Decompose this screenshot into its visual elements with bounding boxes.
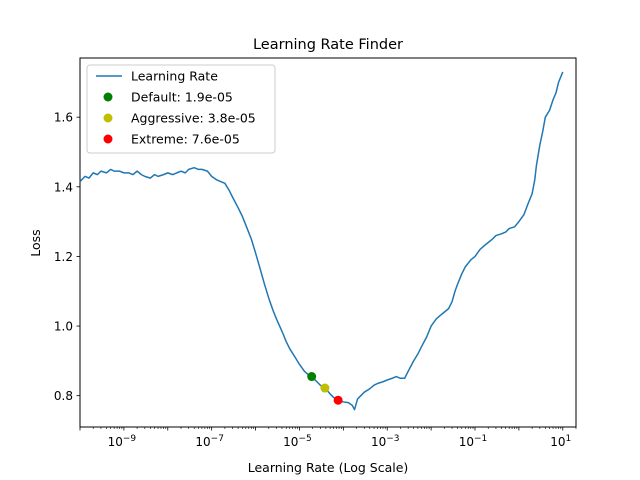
legend-box [86, 64, 276, 154]
series-group [79, 71, 564, 411]
series-line-0 [79, 71, 564, 411]
chart-title: Learning Rate Finder [253, 37, 403, 53]
legend-items: Learning Rate Default: 1.9e-05 Aggressive:… [96, 69, 256, 147]
y-tick-label: 1.2 [54, 250, 73, 264]
y-tick-label: 0.8 [54, 389, 73, 403]
marker-point-2 [333, 395, 343, 405]
legend-swatch-dot [103, 113, 113, 123]
legend-label: Aggressive: 3.8e-05 [131, 111, 256, 126]
legend-label: Extreme: 7.6e-05 [131, 132, 240, 147]
x-axis-label: Learning Rate (Log Scale) [248, 460, 409, 475]
y-tick-label: 1.0 [54, 320, 73, 334]
marker-point-1 [320, 383, 330, 393]
x-tick-label: 10−7 [195, 434, 224, 449]
y-axis: 0.8 1.0 1.2 1.4 1.6 [54, 111, 80, 403]
plot-frame [79, 57, 577, 428]
y-tick-label: 1.4 [54, 180, 73, 194]
x-axis: 10−9 10−7 10−5 10−3 10−1 101 [79, 427, 577, 449]
markers-group [307, 372, 343, 405]
x-tick-label: 10−9 [108, 434, 137, 449]
legend-label: Learning Rate [131, 69, 218, 84]
x-tick-label: 10−3 [371, 434, 400, 449]
legend-swatch-dot [103, 134, 113, 144]
y-tick-label: 1.6 [54, 111, 73, 125]
plot-area [79, 57, 577, 428]
x-tick-label: 10−5 [283, 434, 312, 449]
marker-point-0 [307, 372, 317, 382]
legend: Learning Rate Default: 1.9e-05 Aggressive:… [86, 64, 276, 154]
legend-label: Default: 1.9e-05 [131, 90, 233, 105]
legend-swatch-dot [103, 92, 113, 102]
x-tick-label: 101 [550, 434, 571, 449]
y-axis-label: Loss [28, 229, 43, 256]
x-tick-label: 10−1 [459, 434, 488, 449]
